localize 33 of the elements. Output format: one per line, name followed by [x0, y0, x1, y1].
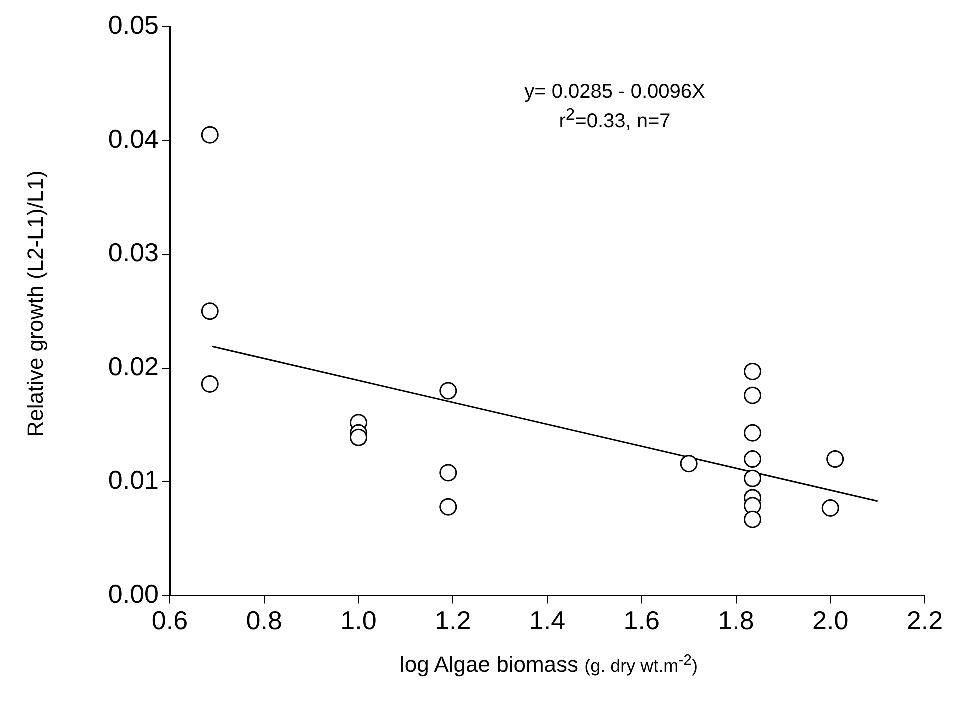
point — [744, 386, 762, 404]
y-tick-label: 0.05 — [108, 10, 159, 40]
point — [744, 424, 762, 442]
y-axis-title: Relative growth (L2-L1)/L1) — [23, 170, 49, 438]
x-axis-title: log Algae biomass (g. dry wt.m$^{-2}$) — [398, 652, 700, 678]
x-tick-label: 2.0 — [812, 606, 849, 636]
point — [440, 498, 458, 516]
point — [201, 375, 219, 393]
point — [201, 302, 219, 320]
x-tick-label: 2.2 — [906, 606, 944, 636]
point — [440, 464, 458, 482]
y-tick-label: 0.03 — [108, 238, 159, 268]
point — [744, 450, 762, 468]
point — [201, 126, 219, 144]
point — [822, 499, 840, 517]
y-tick-label: 0.01 — [108, 465, 159, 496]
x-tick-label: 1.4 — [529, 606, 566, 636]
y-tick-label: 0.04 — [108, 124, 159, 154]
annotation: y= 0.0285 - 0.0096X — [524, 81, 706, 103]
point — [826, 450, 844, 468]
point — [744, 470, 762, 488]
point — [680, 455, 698, 473]
point — [744, 510, 762, 528]
point — [440, 382, 458, 400]
x-tick-label: 1.6 — [624, 606, 660, 636]
y-tick-label: 0.02 — [108, 351, 159, 382]
point — [744, 362, 762, 380]
x-tick-label: 1.8 — [718, 606, 754, 636]
annotation: r$^{2}$=0.33, n=7 — [559, 105, 671, 133]
x-tick-label: 1.2 — [435, 606, 472, 636]
x-tick-label: 0.8 — [246, 606, 282, 636]
point — [350, 428, 368, 446]
x-tick-label: 1.0 — [340, 606, 377, 636]
